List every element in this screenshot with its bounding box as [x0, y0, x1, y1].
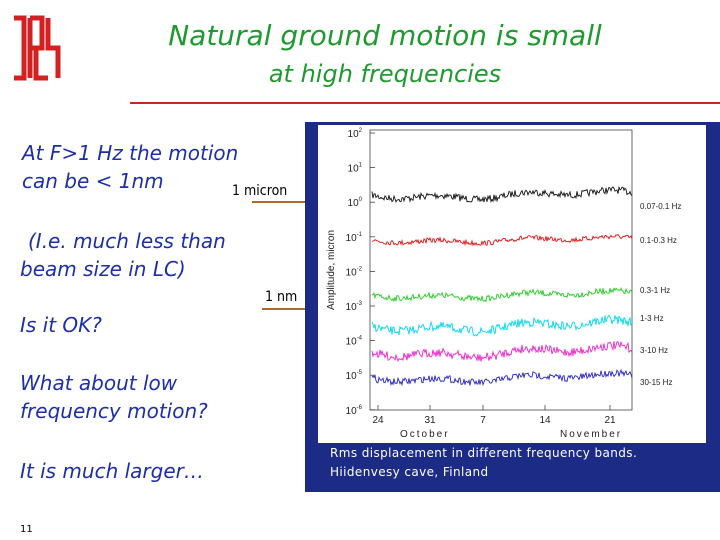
y-tick-label: 100	[348, 197, 363, 209]
title: Natural ground motion is small	[168, 19, 602, 52]
figure-content: 102 101 100 10-1 10-2 10-3 10-4 10-5 10-6 24 31 7 14…	[346, 128, 682, 440]
y-tick-label: 10-5	[346, 370, 363, 382]
trace	[371, 287, 633, 303]
y-tick-label: 10-2	[346, 266, 363, 278]
y-tick-label: 10-4	[346, 336, 363, 348]
trace	[371, 368, 633, 387]
x-tick-label: 31	[424, 415, 436, 426]
band-label: 1-3 Hz	[640, 314, 664, 323]
y-tick-label: 101	[348, 163, 363, 175]
annotation: 1 micron	[232, 183, 287, 199]
trace	[371, 314, 633, 337]
month-label: November	[560, 429, 622, 440]
bullet: beam size in LC)	[20, 257, 186, 281]
trace	[371, 185, 633, 204]
y-tick-label: 102	[348, 128, 363, 140]
band-label: 0.1-0.3 Hz	[640, 236, 677, 245]
caption: Hiidenvesy cave, Finland	[330, 465, 489, 479]
bullet: It is much larger…	[20, 459, 204, 483]
plot-frame	[369, 129, 633, 411]
x-tick-label: 7	[480, 415, 486, 426]
caption: Rms displacement in different frequency …	[330, 446, 637, 460]
month-label: October	[400, 429, 450, 440]
trace	[371, 234, 633, 247]
band-label: 3-10 Hz	[640, 346, 668, 355]
figure-image	[318, 125, 706, 443]
annotation: 1 nm	[265, 289, 297, 305]
band-label: 30-15 Hz	[640, 378, 672, 387]
band-label: 0.3-1 Hz	[640, 286, 670, 295]
y-axis-label: Amplitude, micron	[326, 230, 337, 310]
y-tick-label: 10-6	[346, 405, 363, 417]
x-tick-label: 24	[372, 415, 384, 426]
bullet: At F>1 Hz the motion	[20, 141, 238, 165]
bullet: Is it OK?	[20, 313, 102, 337]
page-number: 11	[20, 524, 33, 535]
y-tick-label: 10-1	[346, 232, 363, 244]
bullet: What about low	[20, 371, 178, 395]
x-tick-label: 21	[604, 415, 616, 426]
logo	[14, 15, 61, 81]
subtitle: at high frequencies	[269, 60, 501, 88]
bullet: frequency motion?	[20, 399, 208, 423]
y-tick-label: 10-3	[346, 301, 363, 313]
trace	[371, 341, 633, 363]
band-label: 0.07-0.1 Hz	[640, 202, 681, 211]
bullet: can be < 1nm	[22, 169, 164, 193]
x-tick-label: 14	[539, 415, 551, 426]
bullet: (I.e. much less than	[28, 229, 226, 253]
